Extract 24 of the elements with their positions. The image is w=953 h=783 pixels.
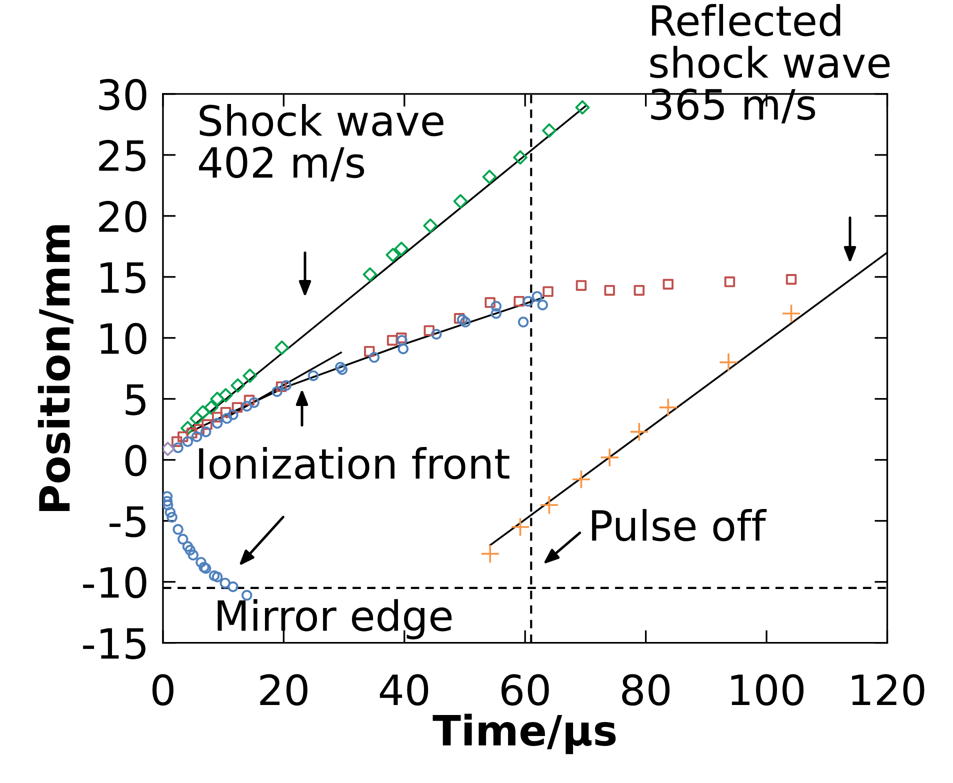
- y-tick-label: 20: [99, 200, 146, 232]
- y-tick-label: -15: [83, 628, 146, 660]
- y-tick-label: -10: [83, 566, 146, 598]
- ref-line-label: Mirror edge: [218, 599, 452, 640]
- x-tick-label: 80: [622, 674, 670, 706]
- y-tick-label: -5: [110, 506, 146, 538]
- annotation: Ionization front: [199, 447, 510, 480]
- y-tick-label: 10: [100, 322, 146, 354]
- y-tick-label: 15: [100, 262, 146, 294]
- annotation: Pulse off: [592, 509, 767, 542]
- y-tick-label: 5: [126, 384, 146, 416]
- y-tick-label: 0: [125, 444, 146, 476]
- annotation: Reflected shock wave 365 m/s: [650, 4, 890, 124]
- x-tick-label: 0: [152, 674, 174, 706]
- y-tick-label: 30: [99, 78, 146, 110]
- y-tick-label: 25: [99, 140, 146, 172]
- x-tick-label: 40: [380, 674, 428, 706]
- annotation: Shock wave 402 m/s: [199, 104, 444, 182]
- x-axis-title: Time/µs: [432, 714, 616, 754]
- x-tick-label: 60: [502, 674, 549, 706]
- x-tick-label: 20: [260, 674, 308, 706]
- y-axis-title: Position/mm: [38, 225, 74, 511]
- x-tick-label: 120: [852, 674, 924, 706]
- x-tick-label: 100: [731, 674, 804, 706]
